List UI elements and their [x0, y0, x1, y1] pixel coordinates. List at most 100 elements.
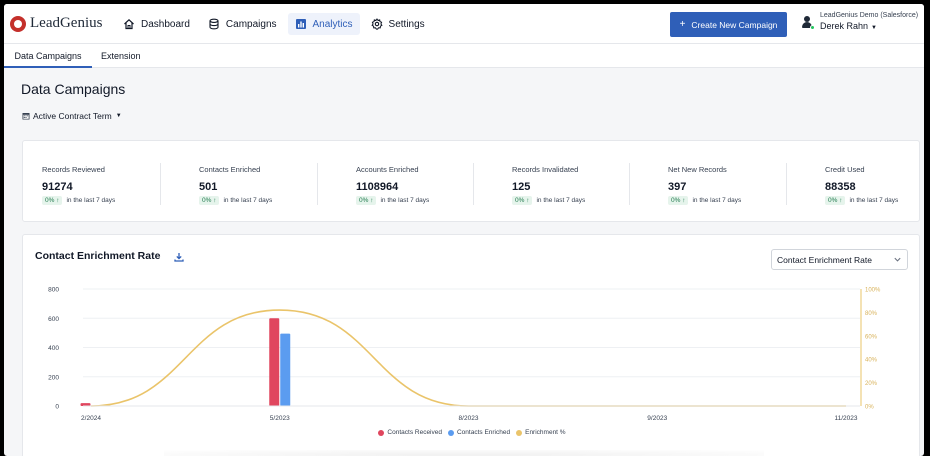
- change-badge: 0% ↑: [199, 196, 220, 205]
- chart-metric-value: Contact Enrichment Rate: [777, 254, 872, 265]
- gear-icon: [370, 18, 383, 30]
- divider: [160, 163, 161, 205]
- y-right-tick-label: 0%: [865, 405, 874, 411]
- nav-analytics-label: Analytics: [312, 18, 353, 30]
- bar-contacts-received: [80, 403, 91, 406]
- calendar-icon: [22, 113, 30, 120]
- stat-label: Records Invalidated: [512, 165, 579, 174]
- chart-metric-select[interactable]: Contact Enrichment Rate: [771, 249, 908, 270]
- y-right-tick-label: 100%: [865, 288, 881, 294]
- main-nav: Dashboard Campaigns Analytics Settings: [116, 13, 432, 35]
- arrow-up-icon: ↑: [370, 197, 374, 204]
- caret-down-icon: ▼: [115, 113, 122, 119]
- arrow-up-icon: ↑: [839, 197, 843, 204]
- nav-dashboard[interactable]: Dashboard: [116, 13, 197, 35]
- y-left-tick-label: 400: [48, 345, 59, 352]
- arrow-up-icon: ↑: [213, 197, 217, 204]
- online-status-icon: [810, 24, 815, 30]
- stat-change: 0% ↑ in the last 7 days: [668, 196, 741, 205]
- nav-settings-label: Settings: [388, 18, 425, 30]
- user-name-row: Derek Rahn ▼: [820, 21, 918, 31]
- enrichment-chart: 0 200 400 600 800 0% 20% 40% 60% 80% 100% 2/2024 5/2…: [48, 287, 881, 423]
- y-left-tick-label: 200: [48, 374, 59, 381]
- divider: [629, 163, 630, 205]
- logo-text: LeadGenius: [30, 15, 103, 31]
- create-campaign-button[interactable]: + Create New Campaign: [670, 12, 787, 37]
- bar-contacts-enriched: [280, 333, 291, 406]
- contract-term-label: Active Contract Term: [33, 111, 112, 121]
- divider: [786, 163, 787, 205]
- legend-label: Contacts Enriched: [456, 429, 511, 436]
- footer-shadow: [164, 450, 764, 456]
- y-right-tick-label: 60%: [865, 334, 878, 340]
- logo[interactable]: LeadGenius: [10, 15, 102, 32]
- change-badge: 0% ↑: [512, 196, 533, 205]
- logo-icon: [10, 15, 26, 32]
- stat-value: 91274: [42, 181, 73, 193]
- y-left-tick-label: 800: [48, 287, 59, 294]
- database-icon: [209, 18, 219, 30]
- arrow-up-icon: ↑: [682, 197, 686, 204]
- sub-tabs: Data Campaigns Extension: [4, 44, 924, 68]
- legend-swatch: [516, 429, 523, 436]
- arrow-up-icon: ↑: [526, 197, 530, 204]
- stat-label: Accounts Enriched: [356, 165, 419, 174]
- nav-analytics[interactable]: Analytics: [287, 13, 360, 35]
- user-org: LeadGenius Demo (Salesforce): [820, 12, 919, 19]
- app-window: LeadGenius Dashboard Campaigns Analytics…: [4, 4, 924, 456]
- stat-change: 0% ↑ in the last 7 days: [356, 196, 429, 205]
- legend-label: Contacts Received: [387, 429, 442, 436]
- plus-icon: +: [679, 19, 686, 30]
- stat-label: Credit Used: [825, 165, 865, 174]
- bar-contacts-received: [269, 318, 280, 406]
- legend-item[interactable]: Contacts Enriched: [447, 429, 511, 436]
- legend-item[interactable]: Enrichment %: [516, 429, 566, 436]
- home-icon: [124, 18, 134, 30]
- legend-label: Enrichment %: [525, 429, 566, 436]
- stat-change: 0% ↑ in the last 7 days: [42, 196, 115, 205]
- tab-data-campaigns[interactable]: Data Campaigns: [4, 44, 92, 68]
- stat-label: Records Reviewed: [42, 165, 105, 174]
- stat-label: Contacts Enriched: [199, 165, 261, 174]
- y-left-tick-label: 0: [55, 404, 59, 411]
- stat-change: 0% ↑ in the last 7 days: [512, 196, 585, 205]
- arrow-up-icon: ↑: [56, 197, 60, 204]
- change-badge: 0% ↑: [825, 196, 846, 205]
- line-enrichment-percent: [90, 309, 846, 407]
- chart-legend: Contacts Received Contacts Enriched Enrich…: [23, 429, 921, 436]
- y-right-tick-label: 40%: [865, 358, 878, 364]
- user-menu[interactable]: LeadGenius Demo (Salesforce) Derek Rahn ▼: [800, 12, 918, 31]
- stat-value: 1108964: [356, 181, 399, 193]
- tab-extension[interactable]: Extension: [101, 51, 141, 61]
- user-name: Derek Rahn: [820, 21, 869, 31]
- stat-value: 125: [512, 181, 531, 193]
- x-tick-label: 9/2023: [647, 415, 667, 422]
- download-icon[interactable]: [174, 252, 184, 262]
- legend-swatch: [378, 429, 385, 436]
- contract-term-dropdown[interactable]: Active Contract Term ▼: [22, 111, 122, 121]
- nav-campaigns[interactable]: Campaigns: [201, 13, 284, 35]
- stat-label: Net New Records: [668, 165, 727, 174]
- legend-swatch: [447, 429, 454, 436]
- divider: [317, 163, 318, 205]
- nav-settings[interactable]: Settings: [364, 13, 432, 35]
- page-title: Data Campaigns: [21, 81, 126, 97]
- stats-card: Records Reviewed 91274 0% ↑ in the last 7…: [22, 140, 920, 222]
- create-campaign-label: Create New Campaign: [691, 19, 778, 30]
- y-right-tick-label: 80%: [865, 311, 878, 317]
- nav-campaigns-label: Campaigns: [225, 18, 277, 30]
- change-badge: 0% ↑: [668, 196, 689, 205]
- top-navbar: LeadGenius Dashboard Campaigns Analytics…: [4, 4, 924, 44]
- stat-value: 397: [668, 181, 687, 193]
- legend-item[interactable]: Contacts Received: [378, 429, 442, 436]
- change-badge: 0% ↑: [42, 196, 63, 205]
- nav-dashboard-label: Dashboard: [141, 18, 190, 30]
- y-left-tick-label: 600: [48, 316, 59, 323]
- chevron-down-icon: [894, 257, 901, 262]
- stat-value: 88358: [825, 181, 856, 193]
- user-avatar-icon: [800, 15, 815, 30]
- stat-change: 0% ↑ in the last 7 days: [199, 196, 272, 205]
- x-tick-label: 5/2023: [270, 415, 290, 422]
- chart-card: 0 200 400 600 800 0% 20% 40% 60% 80% 100% 2/2024 5/2…: [22, 234, 920, 456]
- x-tick-label: 2/2024: [81, 415, 101, 422]
